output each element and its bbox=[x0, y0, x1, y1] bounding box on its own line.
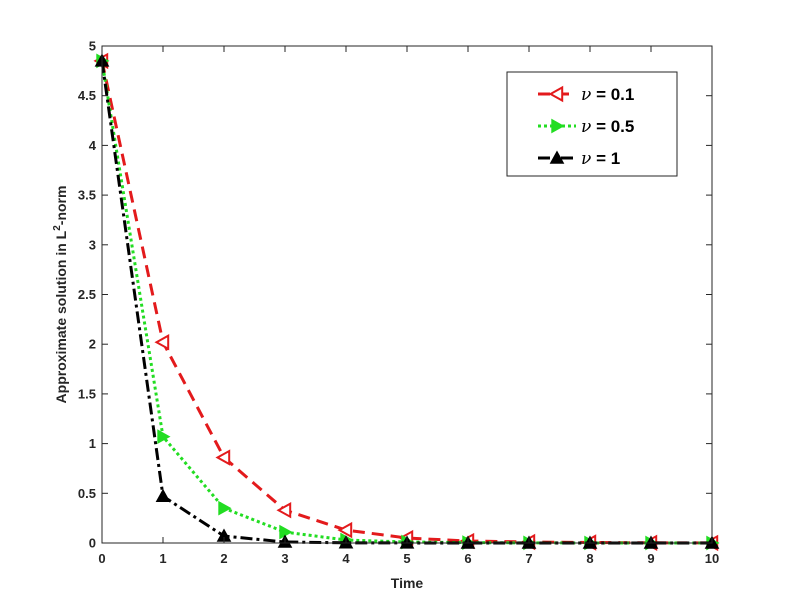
data-point bbox=[154, 334, 170, 351]
data-point bbox=[276, 501, 292, 519]
y-axis-label: Approximate solution in L2-norm bbox=[52, 186, 69, 404]
y-tick-label: 3 bbox=[89, 237, 96, 252]
legend-marker bbox=[551, 118, 565, 134]
data-point bbox=[215, 449, 231, 466]
x-tick-label: 4 bbox=[342, 551, 350, 566]
y-tick-label: 5 bbox=[89, 39, 96, 54]
legend-label-symbol: ν bbox=[581, 149, 591, 169]
legend-item: ν = 0.1 bbox=[538, 85, 634, 105]
x-axis-label: Time bbox=[391, 575, 424, 591]
legend-label: ν = 1 bbox=[581, 149, 620, 169]
y-axis-label-superscript: 2 bbox=[52, 225, 63, 231]
legend-box bbox=[506, 71, 678, 177]
x-tick-label: 3 bbox=[281, 551, 288, 566]
legend-items: ν = 0.1ν = 0.5ν = 1 bbox=[538, 85, 634, 169]
data-point bbox=[279, 524, 293, 540]
x-tick-label: 9 bbox=[647, 551, 654, 566]
legend-label-value: = 0.5 bbox=[591, 117, 634, 136]
x-tick-label: 0 bbox=[98, 551, 105, 566]
y-tick-label: 0.5 bbox=[78, 486, 96, 501]
data-point bbox=[337, 521, 353, 539]
legend-label-symbol: ν bbox=[581, 85, 591, 105]
data-point bbox=[155, 488, 171, 502]
legend-marker bbox=[549, 150, 565, 164]
legend-label-symbol: ν bbox=[581, 117, 591, 137]
y-tick-label: 2 bbox=[89, 337, 96, 352]
x-tick-label: 7 bbox=[525, 551, 532, 566]
legend-item: ν = 0.5 bbox=[538, 117, 634, 137]
y-tick-label: 4.5 bbox=[78, 88, 96, 103]
legend-marker bbox=[548, 85, 564, 103]
legend: ν = 0.1ν = 0.5ν = 1 bbox=[506, 71, 678, 177]
y-tick-label: 4 bbox=[89, 138, 97, 153]
data-point bbox=[157, 429, 171, 444]
x-tick-label: 6 bbox=[464, 551, 471, 566]
y-tick-label: 0 bbox=[89, 536, 96, 551]
data-point bbox=[218, 500, 232, 516]
legend-label-value: = 1 bbox=[591, 149, 620, 168]
x-tick-label: 1 bbox=[159, 551, 166, 566]
y-tick-label: 1 bbox=[89, 436, 96, 451]
y-axis: 0 0.5 1 1.5 2 2.5 3 3.5 4 4.5 5 bbox=[78, 39, 712, 551]
y-tick-label: 3.5 bbox=[78, 188, 96, 203]
x-tick-label: 5 bbox=[403, 551, 410, 566]
x-axis: 0 1 2 3 4 5 6 7 8 9 10 bbox=[98, 46, 719, 566]
legend-item: ν = 1 bbox=[538, 149, 620, 169]
legend-label: ν = 0.1 bbox=[581, 85, 634, 105]
y-axis-label-suffix: -norm bbox=[53, 186, 69, 226]
x-tick-label: 8 bbox=[586, 551, 593, 566]
y-tick-label: 2.5 bbox=[78, 287, 96, 302]
x-tick-label: 2 bbox=[220, 551, 227, 566]
y-tick-label: 1.5 bbox=[78, 386, 96, 401]
legend-label-value: = 0.1 bbox=[591, 85, 634, 104]
legend-label: ν = 0.5 bbox=[581, 117, 634, 137]
x-tick-label: 10 bbox=[705, 551, 719, 566]
y-axis-label-main: Approximate solution in L bbox=[53, 230, 69, 403]
